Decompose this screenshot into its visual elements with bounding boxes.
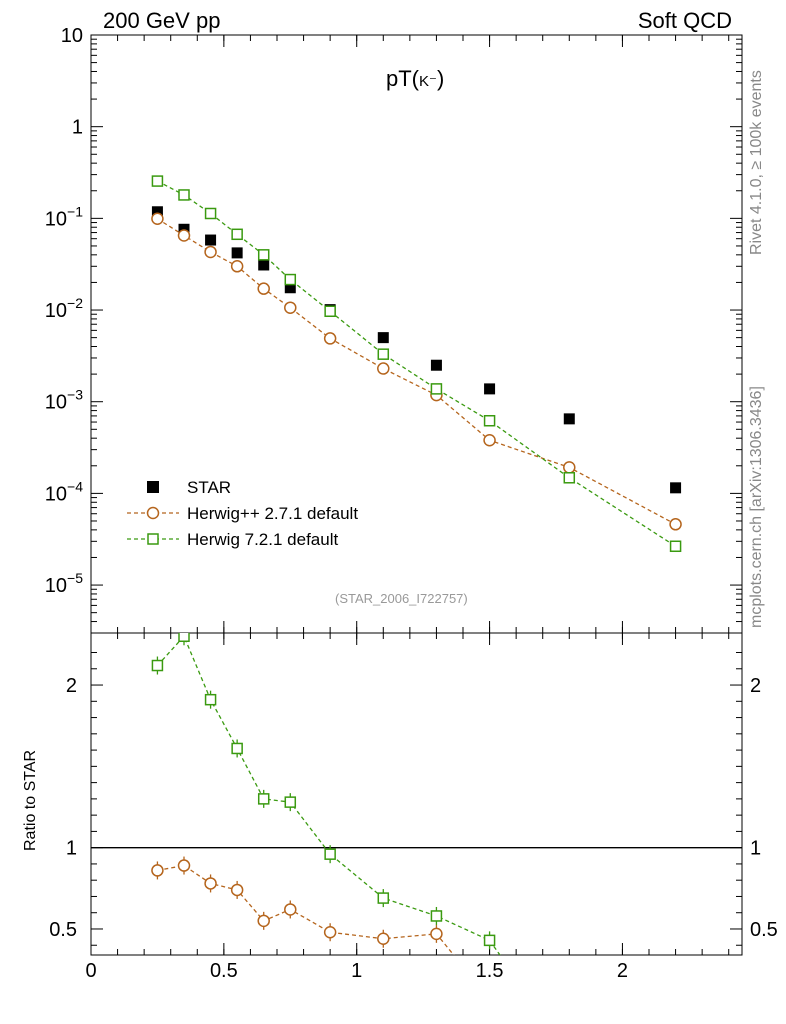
ratio-y-tick-label-right: 2: [750, 675, 761, 697]
ratio-point: [430, 910, 443, 922]
y-tick-label: 10−3: [45, 387, 83, 414]
data-point-star: [484, 383, 496, 395]
ratio-y-tick-label: 2: [66, 675, 77, 697]
data-point-star: [563, 413, 575, 425]
mc-point: [669, 518, 682, 531]
ratio-point: [458, 961, 469, 972]
ratio-y-tick-label-right: 1: [750, 838, 761, 860]
ratio-point: [377, 892, 390, 904]
plot-title-main: pT(: [386, 66, 419, 91]
ratio-point: [151, 864, 164, 877]
legend-marker-star: [147, 481, 159, 493]
data-point-star: [430, 359, 442, 371]
mc-point: [377, 362, 390, 375]
ratio-point: [257, 914, 270, 928]
ratio-point: [204, 877, 217, 890]
ratio-y-tick-label-right: 0.5: [750, 919, 778, 941]
ratio-point: [177, 859, 191, 872]
data-point-star: [284, 282, 296, 294]
mc-point: [324, 305, 336, 317]
data-point-star: [377, 332, 389, 344]
mc-point: [563, 461, 576, 474]
x-tick-label: 0: [85, 960, 96, 982]
legend-label: Herwig++ 2.7.1 default: [187, 504, 358, 523]
y-tick-label: 1: [72, 117, 83, 139]
data-point-star: [205, 234, 217, 246]
ratio-point: [231, 742, 243, 755]
mc-point: [430, 383, 443, 395]
mc-point: [669, 540, 682, 553]
mc-point: [257, 249, 270, 261]
ratio-point: [178, 633, 190, 643]
x-tick-label: 2: [617, 960, 628, 982]
mc-point: [483, 433, 496, 447]
mc-point: [284, 301, 297, 314]
y-tick-label: 10−4: [45, 478, 83, 505]
legend-label: Herwig 7.2.1 default: [187, 530, 338, 549]
mc-point: [284, 273, 297, 286]
ratio-point: [324, 848, 336, 860]
mc-point: [151, 175, 164, 187]
ratio-point: [284, 903, 297, 916]
analysis-tag: (STAR_2006_I722757): [335, 591, 468, 606]
data-point-star: [231, 247, 243, 259]
ratio-series-line: [156, 635, 501, 955]
data-point-star: [151, 206, 163, 218]
mc-point: [204, 207, 217, 220]
ratio-point: [230, 883, 244, 897]
y-tick-label: 10−1: [45, 203, 83, 230]
y-tick-label: 10−2: [45, 295, 83, 322]
data-point-star: [258, 259, 270, 271]
header-right-label: Soft QCD: [637, 8, 732, 33]
plot-title-particle: K⁻: [419, 73, 437, 90]
header-left-label: 200 GeV pp: [103, 8, 221, 33]
mc-point: [177, 229, 191, 242]
data-point-star: [670, 482, 682, 494]
ratio-point: [323, 925, 337, 939]
mc-point: [151, 212, 164, 226]
ratio-y-tick-label: 1: [66, 838, 77, 860]
x-tick-label: 0.5: [210, 960, 238, 982]
mc-point: [257, 282, 270, 295]
mc-point: [231, 228, 243, 241]
ratio-point: [483, 934, 496, 947]
ratio-point: [204, 693, 217, 706]
ratio-point: [430, 927, 443, 941]
y-tick-label: 10: [61, 25, 83, 47]
plot-title-close: ): [436, 66, 445, 91]
legend-marker: [146, 506, 160, 520]
ratio-point: [511, 973, 521, 983]
mc-point: [563, 472, 576, 484]
plot-title: pT(K⁻): [386, 66, 444, 92]
mc-point: [483, 414, 496, 427]
legend-marker: [147, 533, 159, 545]
ratio-series-line: [157, 864, 455, 955]
ratio-plot-frame: [90, 632, 743, 956]
ratio-y-tick-label: 0.5: [49, 919, 77, 941]
y-tick-label: 10−5: [45, 570, 83, 597]
x-tick-label: 1.5: [476, 960, 504, 982]
mc-point: [204, 245, 217, 259]
ratio-point: [151, 659, 164, 672]
ratio-point: [377, 932, 390, 945]
x-tick-label: 1: [351, 960, 362, 982]
legend-label: STAR: [187, 478, 231, 497]
ratio-point: [284, 796, 297, 808]
ratio-point: [257, 793, 270, 805]
mc-point: [377, 348, 390, 360]
mc-point: [178, 189, 190, 201]
mc-point: [230, 260, 244, 273]
mc-point: [323, 332, 337, 345]
